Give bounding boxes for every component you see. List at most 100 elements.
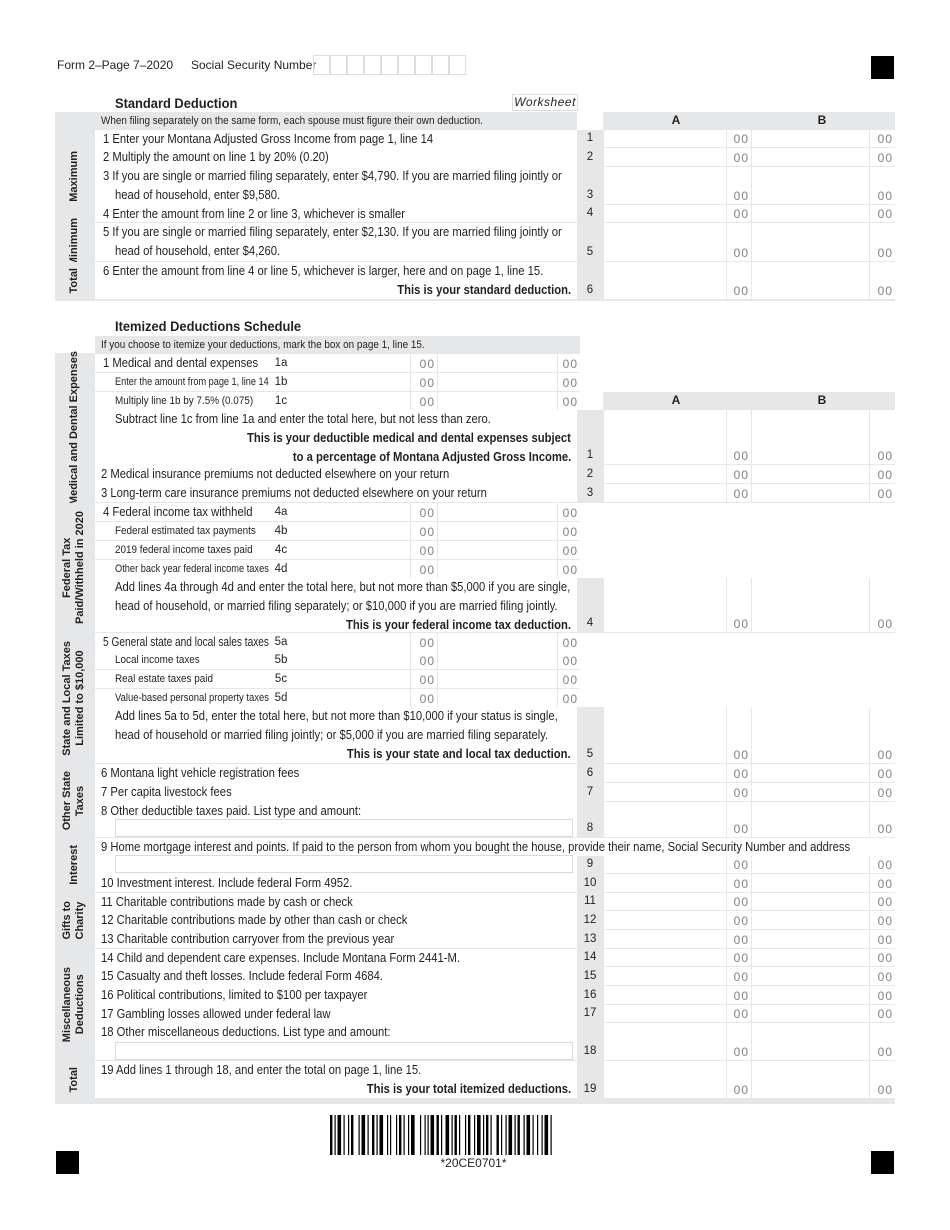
subline-1c-column-b-input[interactable] bbox=[438, 392, 557, 410]
line-item-7-column-a-input[interactable] bbox=[604, 783, 726, 801]
line-item-3-column-a-input[interactable] bbox=[604, 484, 726, 502]
line-item-9-column-a-input[interactable] bbox=[604, 856, 726, 873]
subline-1b-column-a-input[interactable] bbox=[292, 373, 410, 391]
line-std-1-column-a-input[interactable] bbox=[604, 130, 726, 147]
subline-1a-column-b-input[interactable] bbox=[438, 354, 557, 372]
line-std-3-column-b-input[interactable] bbox=[752, 167, 869, 204]
line-item-15-column-a-input[interactable] bbox=[604, 967, 726, 985]
line-item-4-column-a-cents[interactable]: 00 bbox=[727, 578, 751, 632]
line-item-17-column-a-input[interactable] bbox=[604, 1005, 726, 1022]
subline-4a-column-a-cents[interactable]: 00 bbox=[411, 503, 437, 521]
line-item-17-column-b-cents[interactable]: 00 bbox=[870, 1005, 895, 1022]
line-item-1-column-b-input[interactable] bbox=[752, 410, 869, 464]
line-std-6-column-b-input[interactable] bbox=[752, 262, 869, 299]
line-item-2-column-b-input[interactable] bbox=[752, 465, 869, 483]
subline-5a-column-b-cents[interactable]: 00 bbox=[558, 633, 580, 651]
subline-1a-column-a-cents[interactable]: 00 bbox=[411, 354, 437, 372]
line-item-3-column-a-cents[interactable]: 00 bbox=[727, 484, 751, 502]
subline-1a-column-b-cents[interactable]: 00 bbox=[558, 354, 580, 372]
line-item-1-column-a-cents[interactable]: 00 bbox=[727, 410, 751, 464]
ssn-digit-box[interactable] bbox=[381, 55, 398, 75]
line-item-6-column-b-cents[interactable]: 00 bbox=[870, 764, 895, 782]
subline-1b-column-a-cents[interactable]: 00 bbox=[411, 373, 437, 391]
line-std-3-column-b-cents[interactable]: 00 bbox=[870, 167, 895, 204]
line-item-4-column-b-cents[interactable]: 00 bbox=[870, 578, 895, 632]
line-std-4-column-a-cents[interactable]: 00 bbox=[727, 205, 751, 222]
subline-5c-column-b-cents[interactable]: 00 bbox=[558, 670, 580, 688]
line-item-9-column-a-cents[interactable]: 00 bbox=[727, 856, 751, 873]
subline-1b-column-b-input[interactable] bbox=[438, 373, 557, 391]
subline-1c-column-a-input[interactable] bbox=[292, 392, 410, 410]
line-item-4-column-a-input[interactable] bbox=[604, 578, 726, 632]
subline-5d-column-a-input[interactable] bbox=[292, 689, 410, 707]
line-item-18-column-a-cents[interactable]: 00 bbox=[727, 1023, 751, 1060]
line-std-3-column-a-cents[interactable]: 00 bbox=[727, 167, 751, 204]
line-item-11-column-b-cents[interactable]: 00 bbox=[870, 893, 895, 910]
line-item-16-column-a-cents[interactable]: 00 bbox=[727, 986, 751, 1004]
subline-5d-column-b-cents[interactable]: 00 bbox=[558, 689, 580, 707]
line-item-7-column-b-input[interactable] bbox=[752, 783, 869, 801]
line-std-1-column-a-cents[interactable]: 00 bbox=[727, 130, 751, 147]
line-item-15-column-a-cents[interactable]: 00 bbox=[727, 967, 751, 985]
subline-4a-column-a-input[interactable] bbox=[292, 503, 410, 521]
ssn-digit-box[interactable] bbox=[449, 55, 466, 75]
line-item-19-column-b-cents[interactable]: 00 bbox=[870, 1061, 895, 1098]
line-item-17-column-a-cents[interactable]: 00 bbox=[727, 1005, 751, 1022]
subline-1b-column-b-cents[interactable]: 00 bbox=[558, 373, 580, 391]
line-item-10-column-a-input[interactable] bbox=[604, 874, 726, 892]
line-item-13-column-a-cents[interactable]: 00 bbox=[727, 930, 751, 948]
line-std-2-column-a-input[interactable] bbox=[604, 148, 726, 166]
subline-4b-column-b-cents[interactable]: 00 bbox=[558, 522, 580, 540]
line-std-5-column-b-cents[interactable]: 00 bbox=[870, 223, 895, 261]
line-item-5-column-b-cents[interactable]: 00 bbox=[870, 707, 895, 763]
ssn-digit-box[interactable] bbox=[415, 55, 432, 75]
line-item-3-column-b-input[interactable] bbox=[752, 484, 869, 502]
line-item-15-column-b-input[interactable] bbox=[752, 967, 869, 985]
line-item-13-column-b-cents[interactable]: 00 bbox=[870, 930, 895, 948]
line-item-10-column-a-cents[interactable]: 00 bbox=[727, 874, 751, 892]
line-std-6-column-b-cents[interactable]: 00 bbox=[870, 262, 895, 299]
subline-5d-column-b-input[interactable] bbox=[438, 689, 557, 707]
line-item-11-column-a-input[interactable] bbox=[604, 893, 726, 910]
line-item-8-column-a-cents[interactable]: 00 bbox=[727, 802, 751, 837]
line-std-5-column-a-cents[interactable]: 00 bbox=[727, 223, 751, 261]
line-item-14-column-a-input[interactable] bbox=[604, 949, 726, 966]
line-item-13-column-b-input[interactable] bbox=[752, 930, 869, 948]
line-item-2-column-a-input[interactable] bbox=[604, 465, 726, 483]
subline-4d-column-b-cents[interactable]: 00 bbox=[558, 560, 580, 578]
line-item-5-column-a-cents[interactable]: 00 bbox=[727, 707, 751, 763]
line-item-1-column-a-input[interactable] bbox=[604, 410, 726, 464]
subline-4c-column-b-cents[interactable]: 00 bbox=[558, 541, 580, 559]
ssn-digit-box[interactable] bbox=[347, 55, 364, 75]
subline-4d-column-a-input[interactable] bbox=[292, 560, 410, 578]
subline-4c-column-b-input[interactable] bbox=[438, 541, 557, 559]
line-item-12-column-b-input[interactable] bbox=[752, 911, 869, 929]
line-item-6-column-b-input[interactable] bbox=[752, 764, 869, 782]
line-item-9-column-b-cents[interactable]: 00 bbox=[870, 856, 895, 873]
subline-5c-column-a-input[interactable] bbox=[292, 670, 410, 688]
line-std-3-column-a-input[interactable] bbox=[604, 167, 726, 204]
line-18-description-input[interactable] bbox=[115, 1042, 573, 1060]
line-item-17-column-b-input[interactable] bbox=[752, 1005, 869, 1022]
subline-4d-column-b-input[interactable] bbox=[438, 560, 557, 578]
line-std-5-column-b-input[interactable] bbox=[752, 223, 869, 261]
line-item-7-column-a-cents[interactable]: 00 bbox=[727, 783, 751, 801]
line-item-8-column-a-input[interactable] bbox=[604, 802, 726, 837]
line-item-14-column-b-input[interactable] bbox=[752, 949, 869, 966]
line-item-18-column-b-input[interactable] bbox=[752, 1023, 869, 1060]
line-8-description-input[interactable] bbox=[115, 819, 573, 837]
line-item-11-column-a-cents[interactable]: 00 bbox=[727, 893, 751, 910]
line-std-2-column-b-input[interactable] bbox=[752, 148, 869, 166]
line-item-6-column-a-input[interactable] bbox=[604, 764, 726, 782]
line-item-2-column-b-cents[interactable]: 00 bbox=[870, 465, 895, 483]
subline-5b-column-b-cents[interactable]: 00 bbox=[558, 651, 580, 669]
line-item-14-column-a-cents[interactable]: 00 bbox=[727, 949, 751, 966]
subline-5c-column-a-cents[interactable]: 00 bbox=[411, 670, 437, 688]
line-item-13-column-a-input[interactable] bbox=[604, 930, 726, 948]
line-item-19-column-b-input[interactable] bbox=[752, 1061, 869, 1098]
subline-5a-column-a-input[interactable] bbox=[292, 633, 410, 651]
line-std-1-column-b-input[interactable] bbox=[752, 130, 869, 147]
line-item-18-column-a-input[interactable] bbox=[604, 1023, 726, 1060]
line-item-10-column-b-input[interactable] bbox=[752, 874, 869, 892]
line-item-5-column-a-input[interactable] bbox=[604, 707, 726, 763]
